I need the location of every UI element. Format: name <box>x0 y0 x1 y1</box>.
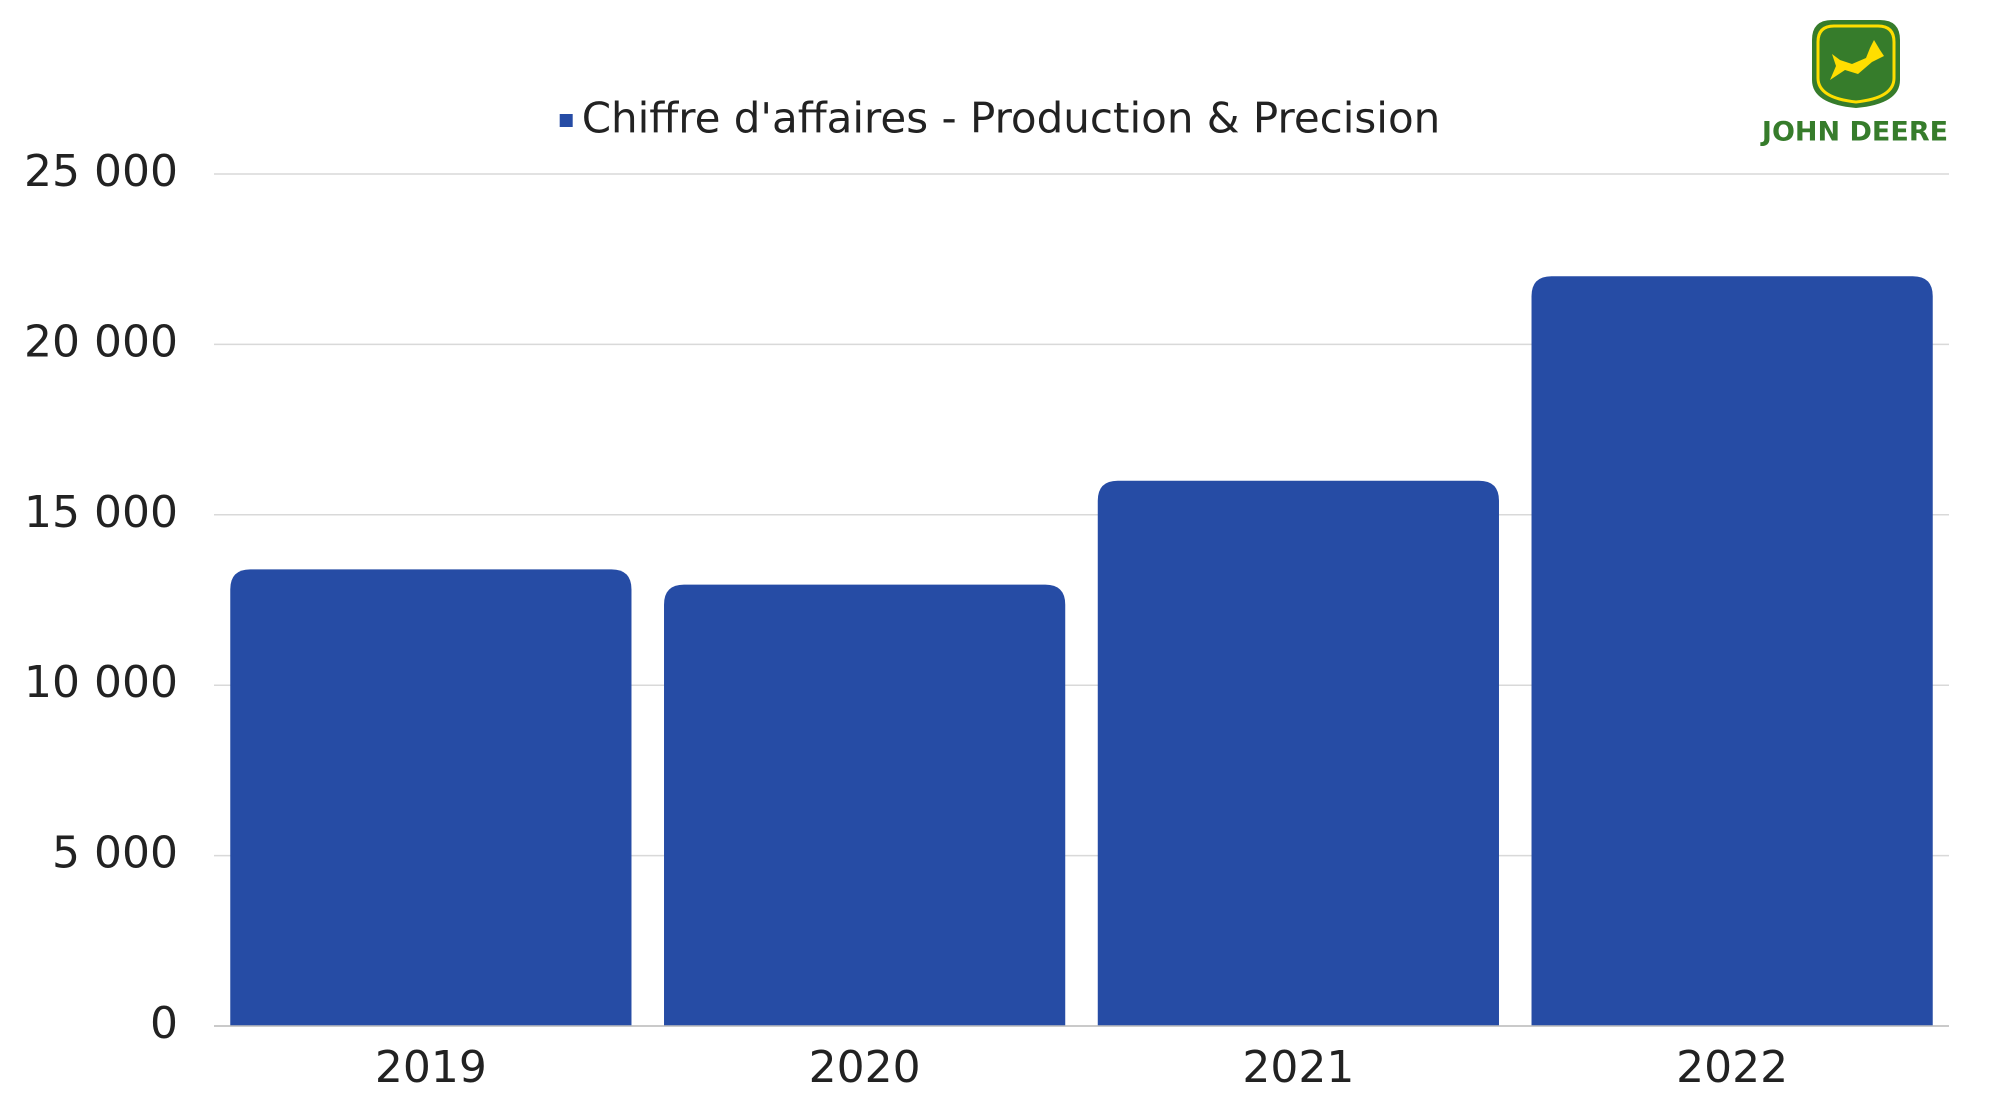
y-tick-label: 0 <box>150 998 178 1049</box>
logo-text: JOHN DEERE <box>1760 117 1948 148</box>
logo: JOHN DEERE <box>1760 20 1948 148</box>
bar <box>1531 276 1933 1026</box>
x-tick-label: 2019 <box>375 1042 487 1093</box>
legend-swatch <box>559 114 573 127</box>
bar <box>1097 480 1499 1027</box>
x-tick-label: 2020 <box>809 1042 921 1093</box>
y-tick-label: 15 000 <box>24 487 178 538</box>
x-tick-label: 2021 <box>1242 1042 1354 1093</box>
bar <box>230 569 632 1026</box>
bar <box>664 584 1066 1026</box>
x-tick-label: 2022 <box>1676 1042 1788 1093</box>
y-tick-label: 5 000 <box>52 828 178 879</box>
y-tick-label: 25 000 <box>24 146 178 197</box>
logo-deer <box>1830 40 1884 80</box>
logo-border <box>1816 24 1896 104</box>
legend-label: Chiffre d'affaires - Production & Precis… <box>582 94 1441 143</box>
y-tick-label: 20 000 <box>24 316 178 367</box>
y-tick-label: 10 000 <box>24 657 178 708</box>
